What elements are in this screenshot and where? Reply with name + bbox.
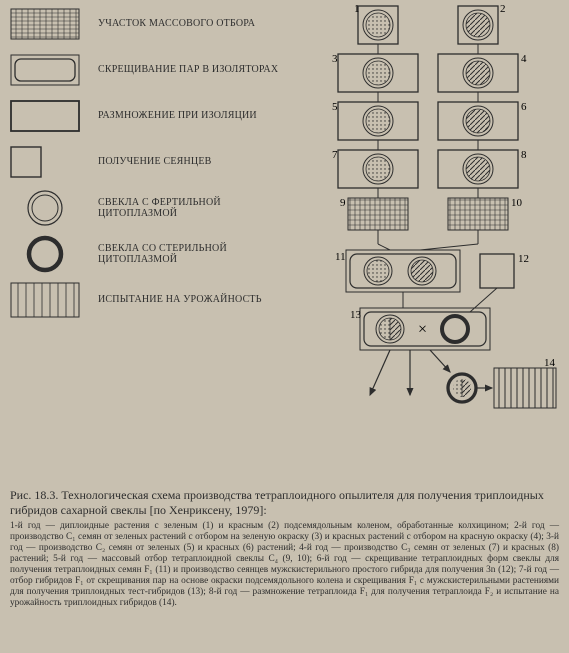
node-5: 5: [332, 101, 418, 140]
label-8: 8: [521, 149, 527, 161]
legend-row-sterile: СВЕКЛА СО СТЕРИЛЬНОЙ ЦИТОПЛАЗМОЙ: [10, 238, 300, 270]
page: УЧАСТОК МАССОВОГО ОТБОРА СКРЕЩИВАНИЕ ПАР…: [0, 0, 569, 653]
legend-row-isol-mult: РАЗМНОЖЕНИЕ ПРИ ИЗОЛЯЦИИ: [10, 100, 300, 132]
legend-row-yield-test: ИСПЫТАНИЕ НА УРОЖАЙНОСТЬ: [10, 284, 300, 316]
node-7: 7: [332, 149, 418, 188]
legend-swatch-seedlings: [10, 146, 80, 178]
legend-row-seedlings: ПОЛУЧЕНИЕ СЕЯНЦЕВ: [10, 146, 300, 178]
legend-swatch-isol-mult: [10, 100, 80, 132]
label-11: 11: [335, 251, 346, 263]
legend-row-mass-selection: УЧАСТОК МАССОВОГО ОТБОРА: [10, 8, 300, 40]
node-8: 8: [438, 149, 527, 188]
label-1: 1: [354, 3, 360, 15]
label-10: 10: [511, 197, 523, 209]
legend-swatch-pair-cross: [10, 54, 80, 86]
cross-sign: ×: [418, 321, 427, 338]
legend-label: ПОЛУЧЕНИЕ СЕЯНЦЕВ: [98, 156, 212, 168]
node-3: 3: [332, 53, 418, 92]
result-triploid-icon: [448, 374, 476, 402]
node-2: 2: [458, 3, 506, 44]
legend-label: ИСПЫТАНИЕ НА УРОЖАЙНОСТЬ: [98, 294, 262, 306]
legend-label: РАЗМНОЖЕНИЕ ПРИ ИЗОЛЯЦИИ: [98, 110, 257, 122]
label-4: 4: [521, 53, 527, 65]
legend: УЧАСТОК МАССОВОГО ОТБОРА СКРЕЩИВАНИЕ ПАР…: [10, 8, 300, 330]
legend-swatch-mass-selection: [10, 8, 80, 40]
label-13: 13: [350, 309, 362, 321]
node-4: 4: [438, 53, 527, 92]
diagram-svg: 1 2 3 4: [300, 0, 569, 480]
node-9: 9: [340, 197, 408, 230]
node-6: 6: [438, 101, 527, 140]
node-10: 10: [448, 197, 523, 230]
label-2: 2: [500, 3, 506, 15]
node-11: 11: [335, 250, 460, 292]
legend-row-pair-cross: СКРЕЩИВАНИЕ ПАР В ИЗОЛЯТОРАХ: [10, 54, 300, 86]
caption-body: 1-й год — диплоидные растения с зеленым …: [10, 521, 559, 609]
node-12: 12: [480, 253, 529, 288]
label-3: 3: [332, 53, 338, 65]
legend-swatch-fertile: [10, 192, 80, 224]
label-14: 14: [544, 357, 556, 369]
legend-label: СВЕКЛА СО СТЕРИЛЬНОЙ ЦИТОПЛАЗМОЙ: [98, 243, 300, 266]
caption: Рис. 18.3. Технологическая схема произво…: [10, 488, 559, 609]
label-5: 5: [332, 101, 338, 113]
legend-label: УЧАСТОК МАССОВОГО ОТБОРА: [98, 18, 255, 30]
legend-swatch-yield-test: [10, 284, 80, 316]
label-6: 6: [521, 101, 527, 113]
fig-title: Технологическая схема производства тетра…: [10, 488, 544, 517]
legend-row-fertile: СВЕКЛА С ФЕРТИЛЬНОЙ ЦИТОПЛАЗМОЙ: [10, 192, 300, 224]
caption-title: Рис. 18.3. Технологическая схема произво…: [10, 488, 559, 517]
legend-label: СВЕКЛА С ФЕРТИЛЬНОЙ ЦИТОПЛАЗМОЙ: [98, 197, 300, 220]
node-1: 1: [354, 3, 398, 44]
label-7: 7: [332, 149, 338, 161]
node-13: × 13: [350, 308, 490, 350]
fig-number: Рис. 18.3.: [10, 488, 58, 502]
legend-swatch-sterile: [10, 238, 80, 270]
label-9: 9: [340, 197, 346, 209]
diagram: 1 2 3 4: [300, 0, 569, 480]
node-14: 14: [494, 357, 556, 408]
legend-label: СКРЕЩИВАНИЕ ПАР В ИЗОЛЯТОРАХ: [98, 64, 278, 76]
label-12: 12: [518, 253, 529, 265]
